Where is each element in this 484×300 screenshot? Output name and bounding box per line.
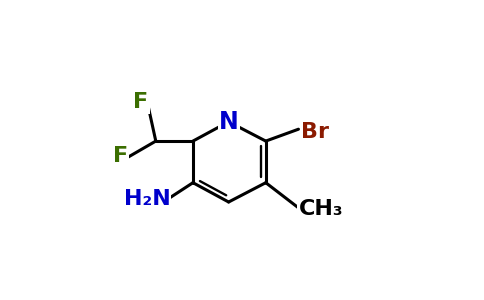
Text: F: F: [113, 146, 128, 166]
Text: H₂N: H₂N: [123, 189, 170, 209]
Text: N: N: [219, 110, 239, 134]
Text: CH₃: CH₃: [299, 200, 343, 219]
Text: Br: Br: [301, 122, 329, 142]
Text: F: F: [134, 92, 149, 112]
